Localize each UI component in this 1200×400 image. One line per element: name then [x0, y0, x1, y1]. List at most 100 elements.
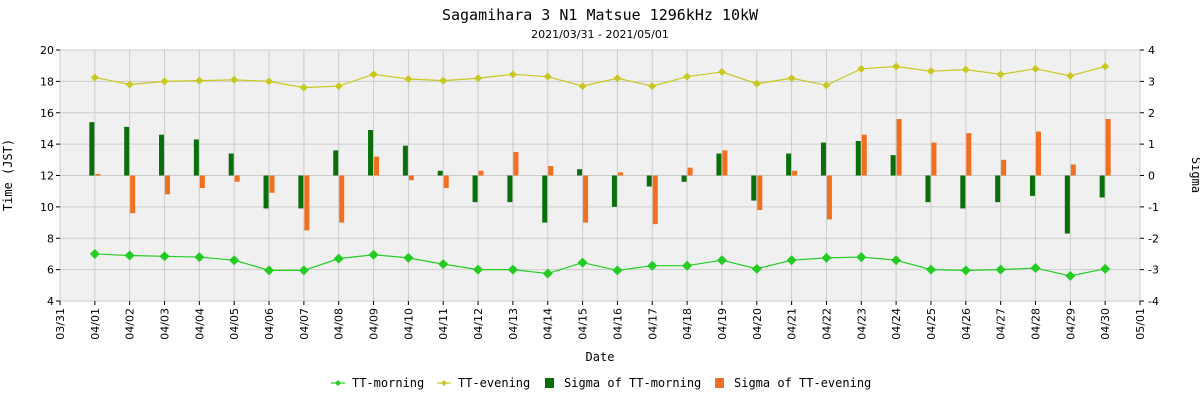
bar-sigma-evening-12 [478, 170, 484, 176]
point-tt-evening-12 [474, 74, 483, 83]
bar-sigma-evening-18 [687, 167, 693, 176]
x-tick-label-2: 04/02 [124, 308, 137, 340]
y-tick-label-7: 18 [40, 75, 54, 88]
point-tt-morning-16 [612, 265, 623, 276]
x-tick-label-15: 04/15 [577, 308, 590, 340]
x-tick-label-28: 04/28 [1029, 308, 1042, 340]
point-tt-morning-27 [995, 264, 1006, 275]
bar-sigma-evening-4 [199, 175, 205, 189]
bar-sigma-morning-22 [820, 142, 826, 176]
bar-sigma-evening-27 [1001, 159, 1007, 176]
point-tt-evening-3 [160, 77, 169, 86]
y2-axis-ticks: -4 -3 -2 -1 0 1 2 3 4 [1140, 44, 1159, 308]
y-axis-label: Time (JST) [1, 139, 15, 211]
point-tt-evening-26 [961, 65, 970, 74]
x-tick-label-1: 04/01 [89, 308, 102, 340]
bar-sigma-morning-11 [437, 170, 443, 176]
bar-sigma-evening-19 [722, 150, 728, 176]
point-tt-evening-4 [195, 76, 204, 85]
bar-sigma-evening-11 [443, 175, 449, 189]
bar-sigma-evening-7 [304, 175, 310, 231]
bar-sigma-morning-21 [786, 153, 792, 176]
legend: TT-morning TT-evening Sigma of TT-mornin… [331, 376, 871, 390]
point-tt-evening-15 [578, 82, 587, 91]
bar-sigma-evening-9 [374, 156, 380, 176]
y2-axis-label: Sigma [1189, 157, 1200, 193]
bar-sigma-evening-21 [792, 170, 798, 176]
x-tick-label-19: 04/19 [716, 308, 729, 340]
legend-swatch-sigma-morning [545, 378, 554, 388]
y-tick-label-1: 6 [47, 264, 54, 277]
y-tick-label-6: 16 [40, 107, 54, 120]
bar-sigma-evening-15 [583, 175, 589, 223]
y-tick-label-0: 4 [47, 295, 54, 308]
point-tt-evening-30 [1101, 62, 1110, 71]
x-tick-label-31: 05/01 [1134, 308, 1147, 340]
bar-sigma-morning-13 [507, 175, 513, 203]
x-tick-label-0: 03/31 [54, 308, 67, 340]
legend-item-sigma-morning: Sigma of TT-morning [545, 376, 701, 390]
point-tt-morning-11 [438, 259, 449, 270]
x-tick-label-7: 04/07 [298, 308, 311, 340]
bar-sigma-morning-29 [1064, 175, 1070, 234]
bar-sigma-morning-6 [263, 175, 269, 209]
x-tick-label-25: 04/25 [925, 308, 938, 340]
point-tt-morning-8 [333, 253, 344, 264]
point-tt-morning-2 [124, 250, 135, 261]
y-tick-label-8: 20 [40, 44, 54, 57]
point-tt-evening-19 [717, 67, 726, 76]
x-tick-label-6: 04/06 [263, 308, 276, 340]
legend-item-tt-morning: TT-morning [331, 376, 424, 390]
x-tick-label-20: 04/20 [751, 308, 764, 340]
x-tick-label-10: 04/10 [402, 308, 415, 340]
x-tick-label-23: 04/23 [855, 308, 868, 340]
y-tick-label-2: 8 [47, 232, 54, 245]
point-tt-morning-7 [298, 265, 309, 276]
bar-sigma-morning-26 [960, 175, 966, 209]
point-tt-morning-29 [1065, 270, 1076, 281]
sigma-bars [89, 119, 1111, 234]
point-tt-morning-15 [577, 257, 588, 268]
point-tt-evening-10 [404, 75, 413, 84]
bar-sigma-morning-24 [890, 155, 896, 176]
point-tt-evening-1 [90, 73, 99, 82]
legend-label-sigma-morning: Sigma of TT-morning [564, 376, 701, 390]
legend-label-tt-morning: TT-morning [352, 376, 424, 390]
point-tt-morning-1 [89, 248, 100, 259]
bar-sigma-morning-27 [995, 175, 1001, 203]
point-tt-morning-9 [368, 249, 379, 260]
bar-sigma-evening-13 [513, 151, 519, 176]
x-tick-label-8: 04/08 [333, 308, 346, 340]
legend-item-sigma-evening: Sigma of TT-evening [715, 376, 871, 390]
bar-sigma-evening-20 [757, 175, 763, 211]
point-tt-evening-20 [752, 79, 761, 88]
point-tt-evening-8 [334, 82, 343, 91]
point-tt-evening-5 [230, 75, 239, 84]
point-tt-morning-6 [264, 265, 275, 276]
point-tt-morning-19 [716, 255, 727, 266]
x-tick-label-21: 04/21 [786, 308, 799, 340]
bar-sigma-evening-1 [95, 173, 101, 176]
bar-sigma-evening-30 [1105, 119, 1111, 176]
bar-sigma-morning-28 [1029, 175, 1035, 196]
tt-lines [89, 62, 1111, 281]
bar-sigma-morning-3 [159, 134, 165, 176]
y2-tick-label-3: -1 [1148, 201, 1159, 214]
x-tick-label-4: 04/04 [193, 308, 206, 340]
point-tt-evening-6 [265, 77, 274, 86]
bar-sigma-morning-9 [368, 130, 374, 176]
y2-tick-label-6: 2 [1148, 107, 1155, 120]
legend-marker-tt-evening [441, 380, 447, 386]
bar-sigma-morning-8 [333, 150, 339, 176]
bar-sigma-evening-17 [652, 175, 658, 225]
y2-tick-label-1: -3 [1148, 264, 1159, 277]
bar-sigma-evening-24 [896, 119, 902, 176]
x-tick-label-17: 04/17 [646, 308, 659, 340]
y-tick-label-4: 12 [40, 170, 54, 183]
chart-title: Sagamihara 3 N1 Matsue 1296kHz 10kW [442, 6, 759, 24]
point-tt-evening-18 [683, 72, 692, 81]
x-tick-label-9: 04/09 [368, 308, 381, 340]
bar-sigma-morning-4 [193, 139, 199, 176]
bar-sigma-morning-10 [402, 145, 408, 176]
